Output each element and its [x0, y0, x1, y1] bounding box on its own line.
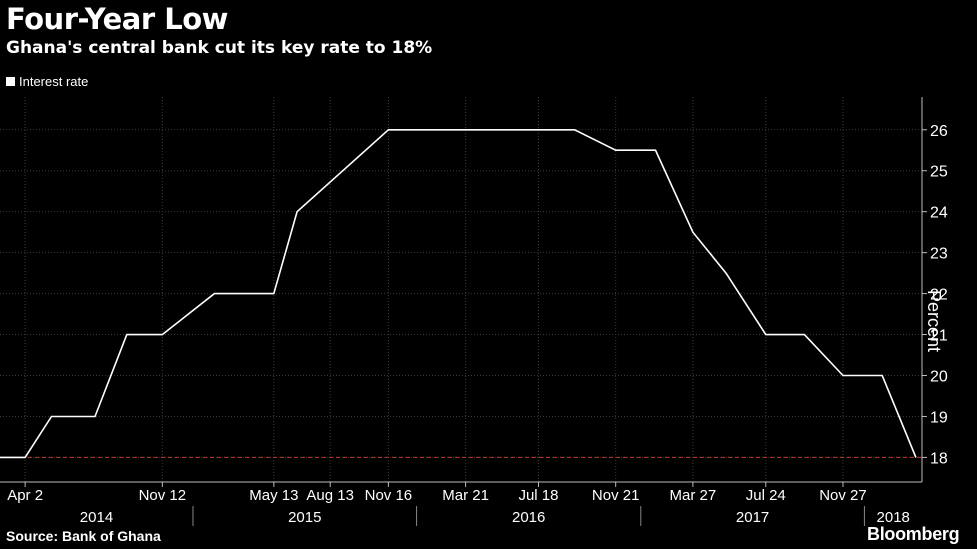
x-tick-label: May 13	[249, 487, 298, 504]
legend-swatch	[6, 77, 15, 86]
y-tick-label: 26	[930, 123, 948, 140]
x-tick-label: Jul 18	[518, 487, 558, 504]
x-tick-label: Nov 12	[139, 487, 187, 504]
y-tick-label: 18	[930, 450, 948, 467]
year-label: 2018	[877, 509, 910, 526]
legend: Interest rate	[6, 74, 88, 89]
brand-logo: Bloomberg	[867, 524, 960, 544]
y-tick-label: 19	[930, 409, 948, 426]
source-note: Source: Bank of Ghana	[6, 528, 161, 544]
y-tick-label: 21	[930, 328, 948, 345]
chart-title: Four-Year Low	[6, 2, 228, 36]
year-label: 2017	[736, 509, 769, 526]
year-label: 2016	[512, 509, 545, 526]
year-label: 2014	[80, 509, 113, 526]
y-tick-label: 25	[930, 164, 948, 181]
y-axis-label: Percent	[924, 290, 944, 353]
x-tick-label: Apr 2	[7, 487, 43, 504]
x-tick-label: Nov 16	[365, 487, 413, 504]
legend-label: Interest rate	[19, 74, 89, 89]
x-tick-label: Mar 27	[670, 487, 717, 504]
chart-subtitle: Ghana's central bank cut its key rate to…	[6, 38, 433, 58]
y-tick-label: 24	[930, 205, 948, 222]
x-tick-label: Nov 27	[819, 487, 867, 504]
x-tick-label: Mar 21	[442, 487, 489, 504]
y-tick-label: 20	[930, 369, 948, 386]
x-tick-label: Aug 13	[306, 487, 354, 504]
y-tick-label: 22	[930, 287, 948, 304]
year-label: 2015	[288, 509, 321, 526]
x-tick-label: Nov 21	[592, 487, 640, 504]
x-tick-label: Jul 24	[746, 487, 786, 504]
series-line-interest-rate	[0, 129, 917, 459]
y-tick-label: 23	[930, 246, 948, 263]
